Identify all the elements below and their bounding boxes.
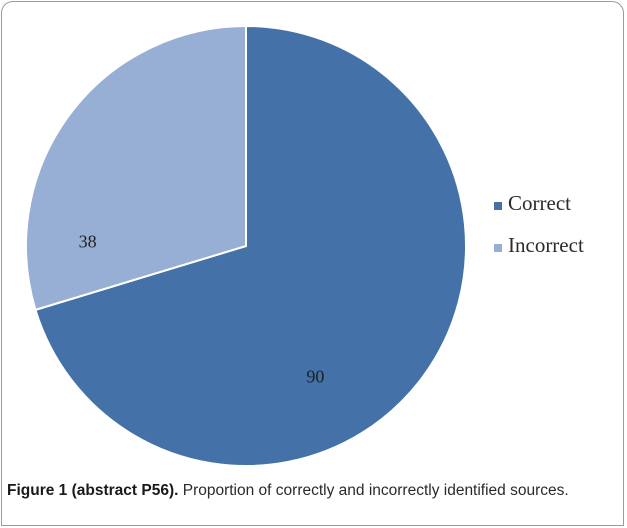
pie-slice-correct [34, 24, 467, 467]
pie-slice-incorrect [25, 24, 247, 312]
caption-label: Figure 1 (abstract P56). [7, 482, 179, 499]
caption-text: Proportion of correctly and incorrectly … [178, 482, 569, 499]
data-label-correct: 90 [306, 367, 324, 387]
legend-label-correct: Correct [508, 191, 571, 215]
figure-caption: Figure 1 (abstract P56). Proportion of c… [7, 479, 617, 502]
data-label-incorrect: 38 [79, 231, 97, 251]
legend-swatch-incorrect [494, 244, 502, 252]
pie-chart-svg: 90 38 Correct Incorrect [25, 24, 584, 467]
pie-chart: 90 38 Correct Incorrect [25, 24, 584, 467]
legend-label-incorrect: Incorrect [508, 233, 584, 257]
pie-data-labels: 90 38 [79, 231, 325, 386]
pie-slices [25, 24, 467, 467]
legend-swatch-correct [494, 202, 502, 210]
legend: Correct Incorrect [494, 191, 584, 257]
